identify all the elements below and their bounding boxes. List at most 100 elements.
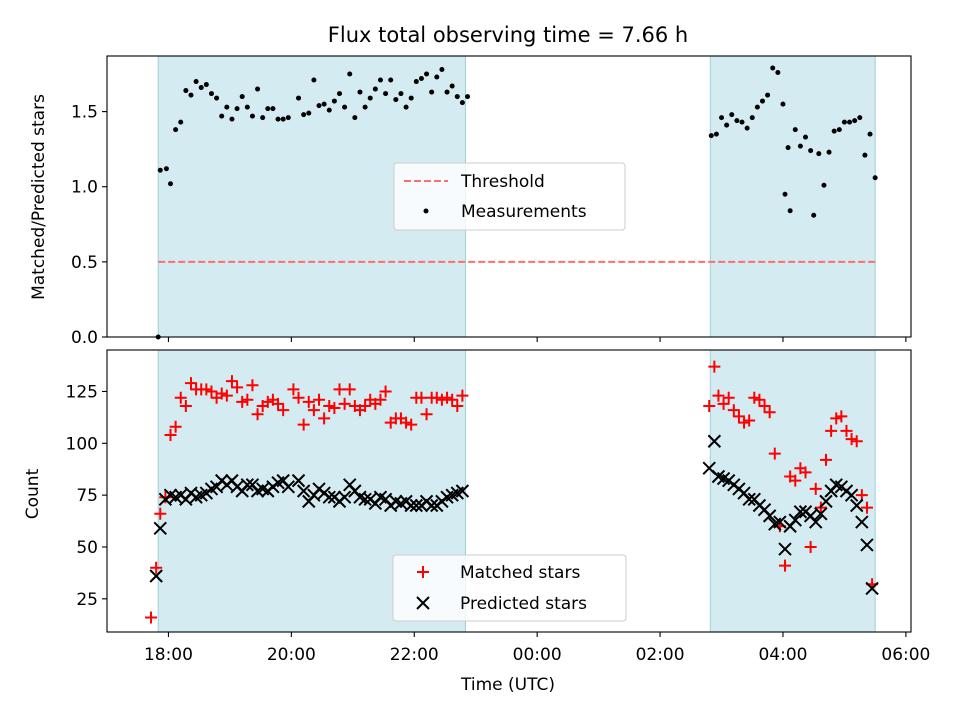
matched-star-point [441,391,454,404]
predicted-star-point [322,490,336,504]
measurement-point [744,125,750,131]
measurement-point [816,151,822,157]
legend-measurements-label: Measurements [461,202,587,222]
measurement-point [331,98,337,104]
matched-star-point [338,397,351,410]
top-legend: Threshold Measurements [393,162,626,231]
bottom-legend: Matched stars Predicted stars [392,554,627,622]
observing-window-bottom-1 [709,349,876,633]
measurement-point [413,79,419,85]
measurement-point [336,91,342,97]
matched-star-point [343,383,356,396]
matched-star-point [768,447,781,460]
top-y-tick-label: 0.0 [71,328,98,348]
predicted-star-point [850,498,864,513]
measurement-point [418,76,424,82]
matched-star-point [712,389,725,402]
matched-star-point [727,404,740,417]
matched-star-point [804,540,817,553]
matched-star-point [313,393,326,406]
matched-star-point [722,391,735,404]
matched-star-point [302,395,315,408]
measurement-point [765,92,771,98]
measurement-point [234,106,240,112]
top-y-axis-label: Matched/Predicted stars [29,94,49,300]
chart-title: Flux total observing time = 7.66 h [328,23,688,47]
matched-star-point [225,375,238,388]
matched-star-point [241,393,254,406]
matched-star-point [830,412,843,425]
x-tick-label: 00:00 [513,645,562,665]
matched-star-point [379,385,392,398]
measurement-point [188,92,194,98]
measurement-point [729,112,735,118]
measurement-point [811,212,817,218]
measurement-point [157,167,163,173]
measurement-point [168,181,174,187]
predicted-star-point [455,484,470,498]
matched-star-point [323,399,336,412]
measurement-point [362,104,368,110]
measurement-point [734,118,740,124]
matched-star-point [845,433,858,446]
measurement-point [831,128,837,134]
x-axis-label: Time (UTC) [460,675,555,695]
matched-star-point [272,397,285,410]
measurement-point [424,71,430,77]
matched-star-point [758,399,771,412]
bottom-x-ticks: 18:00 20:00 22:00 00:00 02:00 04:00 06:00 [144,632,930,665]
matched-star-point [220,389,233,402]
measurement-point [275,116,281,122]
measurement-point [352,115,358,121]
measurement-point [803,134,809,140]
measurement-point [439,67,445,73]
measurement-point [708,133,714,139]
legend-threshold-label: Threshold [460,172,545,192]
measurement-point [301,112,307,118]
matched-star-point [277,404,290,417]
matched-star-point [164,429,177,442]
matched-star-point [763,406,776,419]
measurement-point [347,71,353,77]
matched-star-point [145,611,158,624]
bottom-legend-box [392,554,627,622]
measurement-point [224,104,230,110]
matched-star-point [779,559,792,572]
matched-star-point [261,395,274,408]
measurement-point [785,145,791,151]
measurement-point [183,88,189,94]
matched-star-point [359,399,372,412]
measurement-point [739,119,745,125]
measurement-point [214,95,220,101]
measurement-point [429,89,435,95]
measurement-point [459,100,465,106]
measurement-point [770,65,776,71]
predicted-star-point [281,480,295,494]
predicted-star-point [844,488,859,502]
measurement-point [852,118,858,124]
measurement-point [872,175,878,181]
measurement-point [780,101,786,107]
measurement-point [388,77,394,83]
measurement-point [719,115,725,121]
measurement-point [357,89,363,95]
measurement-point [260,115,266,121]
predicted-star-point [788,513,802,527]
predicted-star-point [762,509,777,523]
measurement-point [465,94,471,100]
matched-star-point [430,391,443,404]
measurement-point [797,143,803,149]
measurement-point [836,127,842,133]
measurement-points [155,65,878,340]
matched-star-point [251,408,264,421]
matched-star-point [835,410,848,423]
measurement-point [249,113,255,119]
x-tick-label: 06:00 [881,645,930,665]
predicted-star-point [809,515,823,529]
measurement-point [244,104,250,110]
measurement-point [342,104,348,110]
matched-star-point [799,466,812,479]
predicted-star-point [296,484,311,498]
matched-star-point [703,399,716,412]
